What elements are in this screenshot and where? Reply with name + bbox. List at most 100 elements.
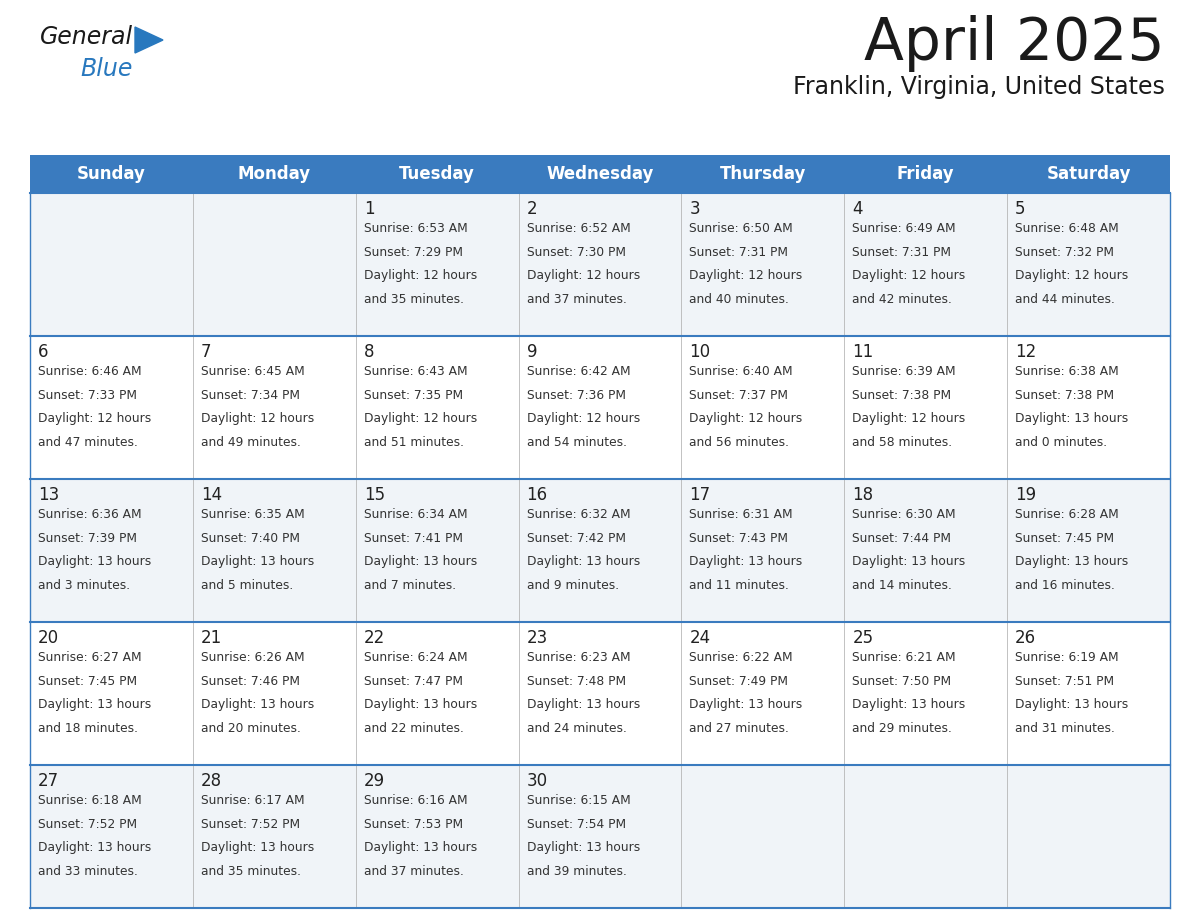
Text: Sunrise: 6:40 AM: Sunrise: 6:40 AM — [689, 365, 794, 378]
Text: 11: 11 — [852, 343, 873, 361]
Text: 13: 13 — [38, 486, 59, 504]
Text: Sunrise: 6:49 AM: Sunrise: 6:49 AM — [852, 222, 956, 235]
Text: Sunset: 7:49 PM: Sunset: 7:49 PM — [689, 675, 789, 688]
Text: Sunset: 7:46 PM: Sunset: 7:46 PM — [201, 675, 299, 688]
Text: Sunrise: 6:16 AM: Sunrise: 6:16 AM — [364, 794, 467, 807]
Text: Daylight: 12 hours: Daylight: 12 hours — [38, 412, 151, 425]
Text: 6: 6 — [38, 343, 49, 361]
Text: and 35 minutes.: and 35 minutes. — [201, 865, 301, 878]
Text: Daylight: 12 hours: Daylight: 12 hours — [852, 412, 966, 425]
Text: and 22 minutes.: and 22 minutes. — [364, 722, 463, 734]
Bar — [30, 336, 1170, 479]
Text: and 14 minutes.: and 14 minutes. — [852, 578, 952, 592]
Text: Sunset: 7:41 PM: Sunset: 7:41 PM — [364, 532, 462, 544]
Text: Sunrise: 6:38 AM: Sunrise: 6:38 AM — [1015, 365, 1119, 378]
Text: Sunrise: 6:22 AM: Sunrise: 6:22 AM — [689, 651, 794, 664]
Text: Sunrise: 6:28 AM: Sunrise: 6:28 AM — [1015, 508, 1119, 521]
Text: Sunrise: 6:32 AM: Sunrise: 6:32 AM — [526, 508, 630, 521]
Text: Daylight: 13 hours: Daylight: 13 hours — [201, 699, 314, 711]
Text: Sunrise: 6:39 AM: Sunrise: 6:39 AM — [852, 365, 956, 378]
Text: 26: 26 — [1015, 629, 1036, 647]
Text: Daylight: 12 hours: Daylight: 12 hours — [201, 412, 314, 425]
Text: Sunrise: 6:18 AM: Sunrise: 6:18 AM — [38, 794, 141, 807]
Polygon shape — [135, 27, 163, 53]
Text: 12: 12 — [1015, 343, 1036, 361]
Text: 19: 19 — [1015, 486, 1036, 504]
Text: Sunset: 7:37 PM: Sunset: 7:37 PM — [689, 388, 789, 401]
Text: 10: 10 — [689, 343, 710, 361]
Text: Daylight: 12 hours: Daylight: 12 hours — [689, 269, 803, 282]
Text: Sunrise: 6:50 AM: Sunrise: 6:50 AM — [689, 222, 794, 235]
Text: Sunrise: 6:19 AM: Sunrise: 6:19 AM — [1015, 651, 1119, 664]
Text: Daylight: 13 hours: Daylight: 13 hours — [364, 555, 476, 568]
Text: Sunrise: 6:30 AM: Sunrise: 6:30 AM — [852, 508, 956, 521]
Text: Daylight: 12 hours: Daylight: 12 hours — [526, 412, 640, 425]
Text: and 56 minutes.: and 56 minutes. — [689, 436, 790, 449]
Text: Sunrise: 6:45 AM: Sunrise: 6:45 AM — [201, 365, 304, 378]
Text: Daylight: 13 hours: Daylight: 13 hours — [852, 555, 966, 568]
Text: 23: 23 — [526, 629, 548, 647]
Text: and 51 minutes.: and 51 minutes. — [364, 436, 463, 449]
Text: Sunrise: 6:48 AM: Sunrise: 6:48 AM — [1015, 222, 1119, 235]
Text: 8: 8 — [364, 343, 374, 361]
Text: Sunset: 7:52 PM: Sunset: 7:52 PM — [38, 818, 137, 831]
Text: 25: 25 — [852, 629, 873, 647]
Text: and 39 minutes.: and 39 minutes. — [526, 865, 626, 878]
Text: 20: 20 — [38, 629, 59, 647]
Text: Daylight: 13 hours: Daylight: 13 hours — [38, 555, 151, 568]
Text: and 3 minutes.: and 3 minutes. — [38, 578, 131, 592]
Text: Sunset: 7:54 PM: Sunset: 7:54 PM — [526, 818, 626, 831]
Text: Sunrise: 6:36 AM: Sunrise: 6:36 AM — [38, 508, 141, 521]
Text: and 5 minutes.: and 5 minutes. — [201, 578, 293, 592]
Text: Sunday: Sunday — [77, 165, 146, 183]
Text: 2: 2 — [526, 200, 537, 218]
Text: Daylight: 13 hours: Daylight: 13 hours — [38, 699, 151, 711]
Text: and 16 minutes.: and 16 minutes. — [1015, 578, 1116, 592]
Text: and 44 minutes.: and 44 minutes. — [1015, 293, 1116, 306]
Text: 1: 1 — [364, 200, 374, 218]
Text: Daylight: 13 hours: Daylight: 13 hours — [38, 841, 151, 854]
Text: Sunrise: 6:17 AM: Sunrise: 6:17 AM — [201, 794, 304, 807]
Text: Sunset: 7:36 PM: Sunset: 7:36 PM — [526, 388, 626, 401]
Text: Sunrise: 6:23 AM: Sunrise: 6:23 AM — [526, 651, 630, 664]
Text: Daylight: 13 hours: Daylight: 13 hours — [689, 699, 803, 711]
Text: and 27 minutes.: and 27 minutes. — [689, 722, 789, 734]
Text: Sunrise: 6:26 AM: Sunrise: 6:26 AM — [201, 651, 304, 664]
Text: and 20 minutes.: and 20 minutes. — [201, 722, 301, 734]
Text: Daylight: 13 hours: Daylight: 13 hours — [689, 555, 803, 568]
Text: Sunrise: 6:46 AM: Sunrise: 6:46 AM — [38, 365, 141, 378]
Text: Sunset: 7:42 PM: Sunset: 7:42 PM — [526, 532, 626, 544]
Text: 29: 29 — [364, 772, 385, 790]
Text: Sunrise: 6:53 AM: Sunrise: 6:53 AM — [364, 222, 467, 235]
Text: Sunrise: 6:34 AM: Sunrise: 6:34 AM — [364, 508, 467, 521]
Text: Thursday: Thursday — [720, 165, 805, 183]
Text: Sunset: 7:30 PM: Sunset: 7:30 PM — [526, 246, 626, 259]
Text: 18: 18 — [852, 486, 873, 504]
Text: Sunset: 7:29 PM: Sunset: 7:29 PM — [364, 246, 462, 259]
Text: Sunset: 7:51 PM: Sunset: 7:51 PM — [1015, 675, 1114, 688]
Text: 16: 16 — [526, 486, 548, 504]
Text: 24: 24 — [689, 629, 710, 647]
Text: 28: 28 — [201, 772, 222, 790]
Text: 21: 21 — [201, 629, 222, 647]
Text: Sunset: 7:39 PM: Sunset: 7:39 PM — [38, 532, 137, 544]
Text: 27: 27 — [38, 772, 59, 790]
Text: 7: 7 — [201, 343, 211, 361]
Text: Daylight: 12 hours: Daylight: 12 hours — [526, 269, 640, 282]
Text: Daylight: 12 hours: Daylight: 12 hours — [689, 412, 803, 425]
Text: Daylight: 12 hours: Daylight: 12 hours — [852, 269, 966, 282]
Text: and 33 minutes.: and 33 minutes. — [38, 865, 138, 878]
Text: and 54 minutes.: and 54 minutes. — [526, 436, 626, 449]
Text: Sunset: 7:47 PM: Sunset: 7:47 PM — [364, 675, 462, 688]
Text: Sunrise: 6:42 AM: Sunrise: 6:42 AM — [526, 365, 630, 378]
Text: General: General — [40, 25, 133, 49]
Text: Sunrise: 6:27 AM: Sunrise: 6:27 AM — [38, 651, 141, 664]
Text: Sunset: 7:38 PM: Sunset: 7:38 PM — [1015, 388, 1114, 401]
Text: Daylight: 13 hours: Daylight: 13 hours — [201, 555, 314, 568]
Text: 22: 22 — [364, 629, 385, 647]
Text: Daylight: 13 hours: Daylight: 13 hours — [1015, 412, 1129, 425]
Text: and 11 minutes.: and 11 minutes. — [689, 578, 789, 592]
Text: Sunset: 7:45 PM: Sunset: 7:45 PM — [38, 675, 137, 688]
Text: Daylight: 13 hours: Daylight: 13 hours — [364, 699, 476, 711]
Text: and 42 minutes.: and 42 minutes. — [852, 293, 952, 306]
